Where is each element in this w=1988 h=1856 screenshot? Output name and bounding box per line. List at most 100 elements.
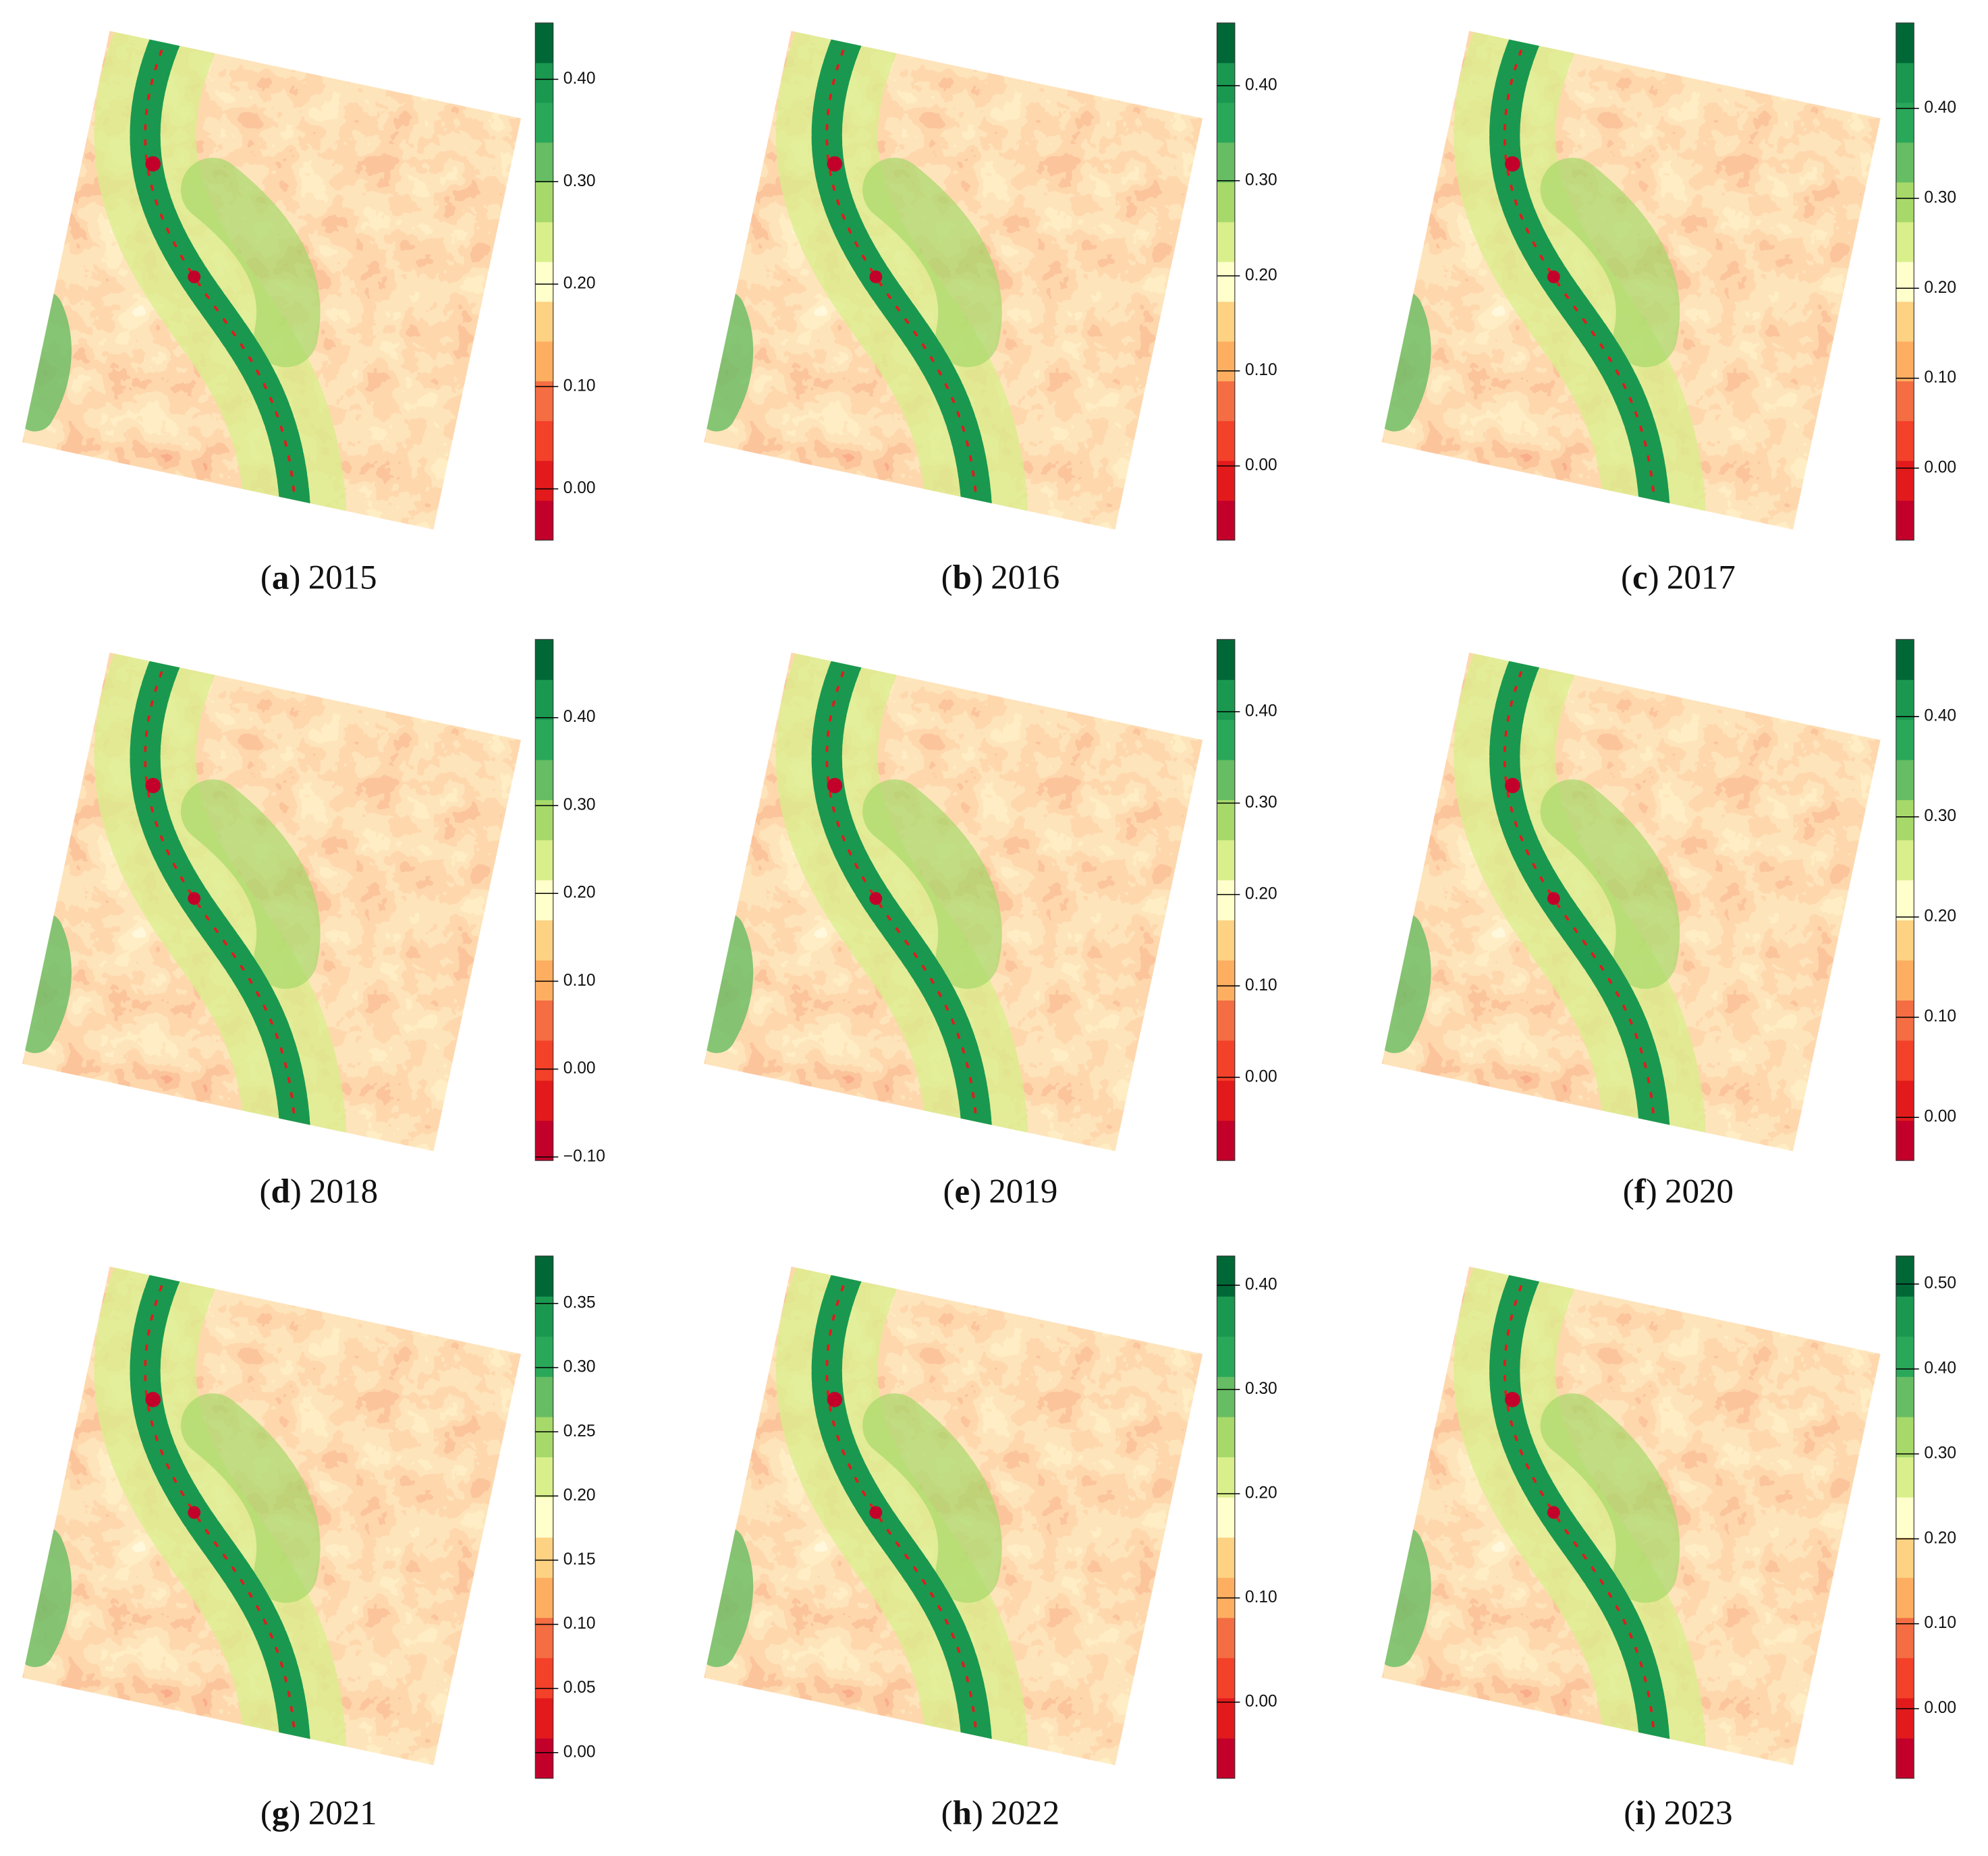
colorbar-band xyxy=(1896,960,1914,1001)
colorbar-band xyxy=(1896,1296,1914,1337)
colorbar-band xyxy=(535,1738,553,1779)
colorbar-band xyxy=(1217,799,1235,841)
colorbar-tick-label: 0.35 xyxy=(563,1294,596,1312)
colorbar-band xyxy=(1896,1738,1914,1779)
map xyxy=(15,645,522,1157)
map xyxy=(1374,1259,1881,1771)
colorbar-tick-label: 0.00 xyxy=(1245,456,1277,474)
colorbar-tick-label: 0.10 xyxy=(1924,1007,1956,1025)
colorbar-band xyxy=(1896,181,1914,223)
caption-letter: a xyxy=(272,559,289,596)
caption-letter: c xyxy=(1632,559,1648,596)
colorbar-band xyxy=(535,1537,553,1578)
colorbar-tick-label: −0.10 xyxy=(563,1147,605,1165)
colorbar-band xyxy=(1217,679,1235,721)
colorbar-band xyxy=(1896,880,1914,921)
map-image xyxy=(1374,24,1881,536)
colorbar-band xyxy=(1896,142,1914,183)
colorbar-band xyxy=(1896,1457,1914,1498)
colorbar-band xyxy=(1896,1256,1914,1297)
caption: (d) 2018 xyxy=(259,1173,378,1210)
colorbar-tick-label: 0.00 xyxy=(1924,1699,1956,1717)
panel: 0.00 0.10 0.20 0.30 0.40 (b) 2016 xyxy=(696,23,1277,596)
caption-close: ) xyxy=(972,1795,983,1832)
caption-letter: f xyxy=(1634,1173,1647,1210)
colorbar-tick-label: 0.10 xyxy=(1245,361,1277,379)
colorbar-tick-label: 0.40 xyxy=(1924,99,1956,117)
colorbar-tick-label: 0.20 xyxy=(1924,907,1956,926)
caption-year: 2023 xyxy=(1664,1795,1733,1832)
colorbar-band xyxy=(535,102,553,143)
colorbar-band xyxy=(535,1000,553,1041)
colorbar-band xyxy=(1896,920,1914,961)
colorbar-tick-label: 0.00 xyxy=(1245,1693,1277,1711)
caption-open: ( xyxy=(941,1795,953,1832)
map xyxy=(696,24,1204,536)
colorbar-band xyxy=(535,301,553,342)
colorbar-band xyxy=(535,760,553,801)
colorbar-band xyxy=(1896,1617,1914,1658)
colorbar-band xyxy=(1896,221,1914,262)
map xyxy=(1374,24,1881,536)
colorbar-band xyxy=(535,341,553,382)
caption-letter: b xyxy=(953,559,972,596)
colorbar-band xyxy=(1217,880,1235,921)
colorbar-tick-label: 0.30 xyxy=(563,1358,596,1376)
colorbar-band xyxy=(535,181,553,223)
caption-close: ) xyxy=(1646,1173,1657,1210)
colorbar-tick-label: 0.20 xyxy=(563,1486,596,1505)
caption-year: 2017 xyxy=(1667,559,1736,596)
colorbar-band xyxy=(1217,181,1235,223)
caption-open: ( xyxy=(941,559,953,596)
colorbar-band xyxy=(535,1256,553,1297)
colorbar-band xyxy=(1217,1376,1235,1417)
colorbar-band xyxy=(1217,261,1235,302)
colorbar-tick-label: 0.30 xyxy=(1245,1380,1277,1398)
caption-letter: h xyxy=(953,1795,972,1832)
caption-open: ( xyxy=(1624,1795,1635,1832)
colorbar-tick-label: 0.30 xyxy=(1924,807,1956,825)
caption: (a) 2015 xyxy=(260,559,377,596)
caption-year: 2019 xyxy=(989,1173,1057,1210)
colorbar-band xyxy=(535,1697,553,1739)
caption-close: ) xyxy=(289,559,300,596)
panel: 0.00 0.10 0.20 0.30 0.40 (e) 2019 xyxy=(696,640,1277,1210)
colorbar-band xyxy=(1217,1617,1235,1658)
colorbar-tick-label: 0.00 xyxy=(563,1059,596,1077)
colorbar-band xyxy=(535,1120,553,1161)
caption-year: 2016 xyxy=(991,559,1059,596)
colorbar-band xyxy=(535,960,553,1001)
colorbar-band xyxy=(1896,1000,1914,1041)
map-image xyxy=(1374,1259,1881,1771)
colorbar-band xyxy=(535,799,553,841)
colorbar-tick-label: 0.30 xyxy=(1924,1444,1956,1462)
colorbar-tick-label: 0.00 xyxy=(563,1743,596,1761)
colorbar-frame xyxy=(534,1256,554,1779)
colorbar-band xyxy=(1217,839,1235,880)
colorbar-tick-label: 0.15 xyxy=(563,1550,596,1569)
caption-year: 2021 xyxy=(308,1795,377,1832)
colorbar-frame xyxy=(1896,1256,1914,1779)
colorbar-band xyxy=(1217,719,1235,760)
colorbar-band xyxy=(1217,460,1235,501)
colorbar-band xyxy=(1217,760,1235,801)
caption: (g) 2021 xyxy=(260,1795,377,1832)
colorbar-tick-label: 0.10 xyxy=(1924,1614,1956,1632)
colorbar-band xyxy=(535,719,553,760)
colorbar-tick-label: 0.40 xyxy=(563,708,596,726)
panel: −0.10 0.00 0.10 0.20 0.30 0.40 (d) 2018 xyxy=(15,640,605,1210)
colorbar-tick-label: 0.40 xyxy=(1924,707,1956,725)
colorbar-band xyxy=(1217,1697,1235,1739)
colorbar-band xyxy=(1896,500,1914,541)
colorbar-frame xyxy=(1216,1256,1236,1779)
caption-close: ) xyxy=(972,559,983,596)
colorbar-band xyxy=(1896,1537,1914,1578)
colorbar-tick-label: 0.20 xyxy=(1924,279,1956,297)
colorbar-tick-label: 0.30 xyxy=(1245,793,1277,812)
colorbar-tick-label: 0.30 xyxy=(563,795,596,814)
caption-letter: d xyxy=(271,1173,289,1210)
colorbar-band xyxy=(1896,1040,1914,1081)
map-image xyxy=(696,1259,1204,1771)
